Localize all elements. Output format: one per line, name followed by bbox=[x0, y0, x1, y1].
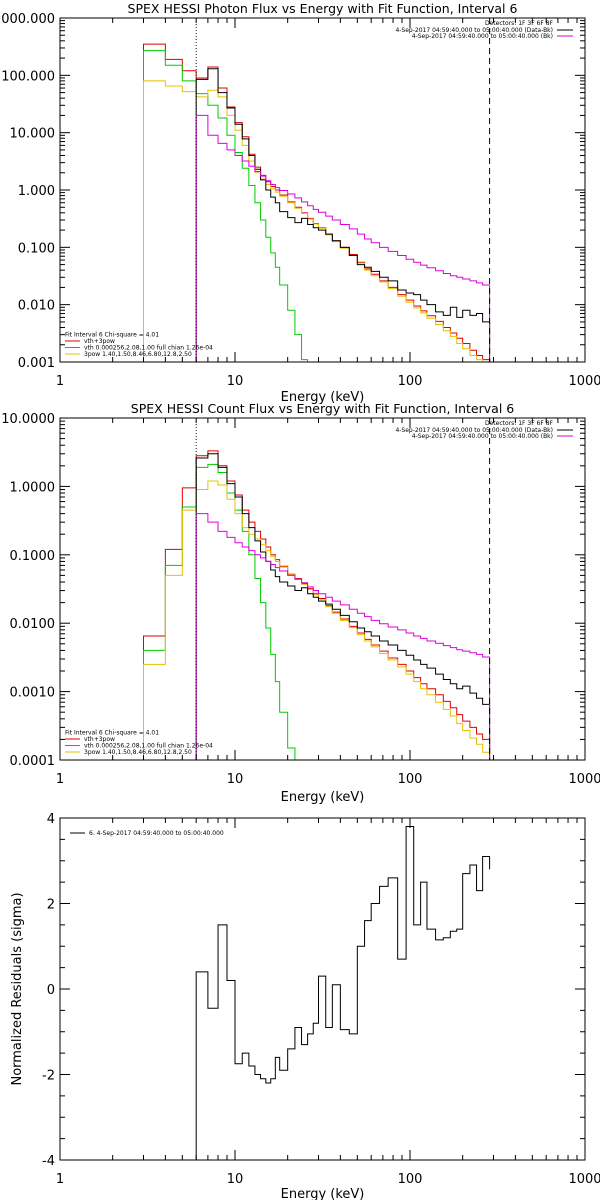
legend-top-right: Detectors: 1F 3F 6F 8F4-Sep-2017 04:59:4… bbox=[395, 420, 573, 440]
legend-top-right: Detectors: 1F 3F 6F 8F4-Sep-2017 04:59:4… bbox=[395, 20, 573, 40]
legend-entry-label: 4-Sep-2017 04:59:40.000 to 05:00:40.000 … bbox=[412, 433, 553, 440]
y-tick-label: 0.001 bbox=[18, 356, 55, 371]
residuals-panel: 1 10 100 1000 -4 -2 0 2 4 Energy (keV) Normalized … bbox=[10, 812, 600, 1200]
legend-entry-label: vth+3pow bbox=[84, 736, 115, 743]
x-tick-label: 1 bbox=[56, 374, 64, 389]
detectors-label: Detectors: 1F 3F 6F 8F bbox=[485, 420, 554, 427]
series-bk bbox=[195, 114, 491, 362]
y-axis-title: Normalized Residuals (sigma) bbox=[10, 892, 25, 1085]
x-tick-label: 1 bbox=[56, 772, 64, 787]
x-tick-label: 100 bbox=[398, 772, 423, 787]
legend-entry-label: 3pow 1.40,1.50,8.46,6.80,12.8,2.50 bbox=[84, 749, 192, 756]
legend-entry-label: 4-Sep-2017 04:59:40.000 to 05:00:40.000 … bbox=[395, 427, 553, 434]
series-group bbox=[143, 43, 491, 362]
legend-entry-label: vth 0.000256,2.08,1.00 full chian 1.26e-… bbox=[84, 345, 213, 352]
x-tick-label: 1000 bbox=[568, 374, 600, 389]
y-tick-label: 0.0010 bbox=[10, 686, 56, 701]
y-tick-label: 0.010 bbox=[18, 299, 55, 314]
y-tick-label: 0.0100 bbox=[10, 617, 56, 632]
series-bk bbox=[195, 513, 491, 760]
legend-entry-label: Fit Interval 6 Chi-square = 4.01 bbox=[65, 730, 159, 737]
series-residuals bbox=[195, 826, 491, 1160]
x-axis-title: Energy (keV) bbox=[281, 1187, 365, 1200]
y-tick-label: 1.0000 bbox=[10, 480, 56, 495]
count-flux-panel: SPEX HESSI Count Flux vs Energy with Fit… bbox=[1, 401, 600, 805]
y-tick-label: 1.000 bbox=[18, 184, 55, 199]
y-tick-label: 0 bbox=[47, 983, 55, 998]
plot-frame bbox=[59, 417, 586, 761]
x-tick-label: 10 bbox=[227, 772, 244, 787]
x-tick-label: 100 bbox=[398, 1172, 423, 1187]
legend-entry-label: 4-Sep-2017 04:59:40.000 to 05:00:40.000 … bbox=[412, 33, 553, 40]
legend-top-left: 6. 4-Sep-2017 04:59:40.000 to 05:00:40.0… bbox=[70, 830, 224, 837]
plot-frame bbox=[59, 17, 586, 363]
y-tick-label: 4 bbox=[47, 812, 55, 827]
series-group bbox=[195, 826, 491, 1160]
y-tick-label: 2 bbox=[47, 898, 55, 913]
x-tick-label: 10 bbox=[227, 374, 244, 389]
y-tick-label: 0.0001 bbox=[10, 754, 56, 769]
legend-entry-label: 3pow 1.40,1.50,8.46,6.80,12.8,2.50 bbox=[84, 351, 192, 358]
y-tick-label: 100.000 bbox=[1, 69, 55, 84]
x-tick-label: 100 bbox=[398, 374, 423, 389]
x-tick-label: 1000 bbox=[568, 1172, 600, 1187]
x-tick-label: 1 bbox=[56, 1172, 64, 1187]
series-data-bk bbox=[195, 68, 491, 362]
legend-bottom-left: Fit Interval 6 Chi-square = 4.01vth+3pow… bbox=[65, 332, 213, 358]
x-tick-label: 10 bbox=[227, 1172, 244, 1187]
y-tick-label: 0.100 bbox=[18, 241, 55, 256]
legend-bottom-left: Fit Interval 6 Chi-square = 4.01vth+3pow… bbox=[65, 730, 213, 756]
x-tick-label: 1000 bbox=[568, 772, 600, 787]
legend-entry-label: 6. 4-Sep-2017 04:59:40.000 to 05:00:40.0… bbox=[89, 830, 224, 837]
y-tick-label: -2 bbox=[42, 1069, 55, 1084]
x-axis-title: Energy (keV) bbox=[281, 790, 365, 805]
y-tick-label: 10.0000 bbox=[1, 412, 55, 427]
photon-flux-panel: SPEX HESSI Photon Flux vs Energy with Fi… bbox=[0, 1, 600, 405]
detectors-label: Detectors: 1F 3F 6F 8F bbox=[485, 20, 554, 27]
chart-title: SPEX HESSI Photon Flux vs Energy with Fi… bbox=[128, 1, 518, 16]
series-3pow bbox=[143, 80, 490, 362]
series-group bbox=[143, 450, 491, 760]
legend-entry-label: vth 0.000256,2.08,1.00 full chian 1.26e-… bbox=[84, 743, 213, 750]
y-tick-label: -4 bbox=[42, 1154, 55, 1169]
series-3pow bbox=[143, 480, 491, 760]
series-vth bbox=[143, 463, 490, 760]
y-tick-label: 10.000 bbox=[10, 127, 56, 142]
legend-entry-label: Fit Interval 6 Chi-square = 4.01 bbox=[65, 332, 159, 339]
series-data-bk bbox=[195, 453, 491, 760]
chart-title: SPEX HESSI Count Flux vs Energy with Fit… bbox=[131, 401, 514, 416]
x-axis-title: Energy (keV) bbox=[281, 390, 365, 405]
series-vth-3pow bbox=[143, 450, 491, 760]
y-tick-label: 1000.000 bbox=[0, 12, 55, 27]
plot-frame bbox=[59, 817, 586, 1161]
y-tick-label: 0.1000 bbox=[10, 549, 56, 564]
series-vth bbox=[143, 50, 490, 362]
legend-entry-label: 4-Sep-2017 04:59:40.000 to 05:00:40.000 … bbox=[395, 27, 553, 34]
legend-entry-label: vth+3pow bbox=[84, 338, 115, 345]
